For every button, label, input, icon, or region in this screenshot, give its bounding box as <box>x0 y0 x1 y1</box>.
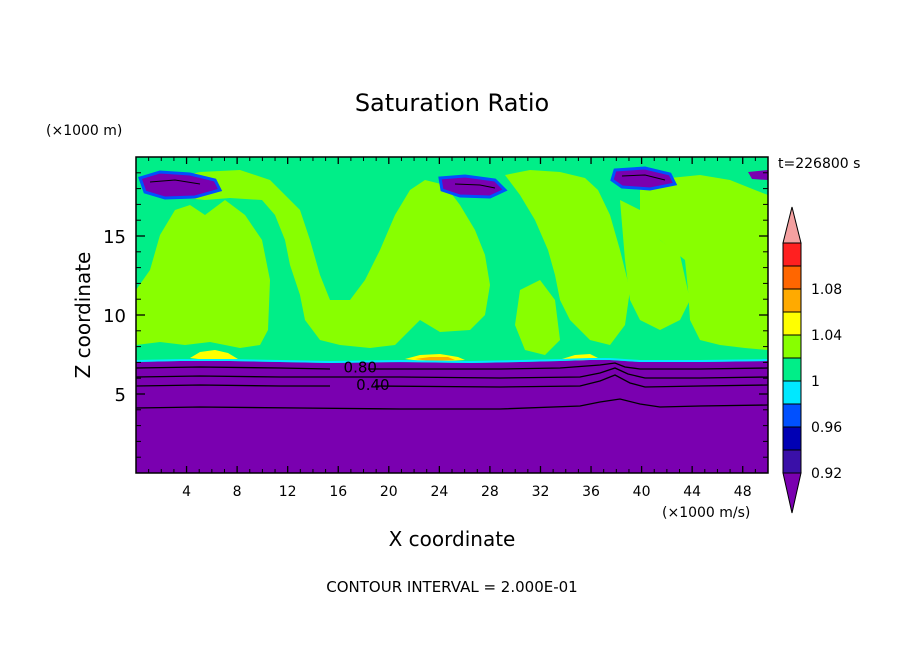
dry-pocket-left <box>140 172 220 198</box>
x-tick-label-6: 28 <box>481 484 499 500</box>
y-axis-label: Z coordinate <box>71 252 95 379</box>
x-axis-label: X coordinate <box>389 527 516 551</box>
x-unit-label: (×1000 m/s) <box>662 505 750 521</box>
orange-spot-2 <box>415 357 455 361</box>
x-tick-label-8: 36 <box>582 484 600 500</box>
colorbar-label-1: 0.96 <box>811 420 842 436</box>
x-tick-label-2: 12 <box>279 484 297 500</box>
y-tick-label-2: 15 <box>103 227 126 248</box>
colorbar-band-9 <box>782 449 802 474</box>
region-lime-2 <box>165 170 490 348</box>
colorbar-band-0 <box>782 242 802 267</box>
colorbar-label-0: 0.92 <box>811 466 842 482</box>
dry-pocket-mid-edge <box>438 174 508 199</box>
colorbar-band-5 <box>782 357 802 382</box>
colorbar-band-1 <box>782 265 802 290</box>
colorbar-band-8 <box>782 426 802 451</box>
y-tick-label-1: 10 <box>103 306 126 327</box>
region-lime-5 <box>515 280 560 355</box>
x-tick-label-4: 20 <box>380 484 398 500</box>
x-tick-label-10: 44 <box>683 484 701 500</box>
x-tick-label-9: 40 <box>633 484 651 500</box>
cyan-edge <box>136 358 768 364</box>
region-lime-4 <box>640 175 768 350</box>
contour-line-0.20 <box>136 398 768 410</box>
colorbar-band-2 <box>782 288 802 313</box>
contour-label-1: 0.40 <box>356 376 389 394</box>
contour-line-0.60 <box>136 367 768 379</box>
dry-pocket-left-edge <box>138 170 223 200</box>
region-lime-3 <box>505 170 630 345</box>
contour-line-0.40 <box>136 374 768 388</box>
colorbar-band-7 <box>782 403 802 428</box>
contour-label-0: 0.80 <box>344 359 377 377</box>
contour-field <box>136 157 768 473</box>
colorbar-band-3 <box>782 311 802 336</box>
colorbar-label-2: 1 <box>811 374 820 390</box>
region-lime-6 <box>620 200 690 330</box>
contour-line-upper <box>149 174 666 189</box>
footer-contour-interval: CONTOUR INTERVAL = 2.000E-01 <box>326 578 577 596</box>
chart-title: Saturation Ratio <box>355 89 549 117</box>
x-axis: 4 8 12 16 20 24 28 32 36 40 44 48 <box>148 157 756 500</box>
dry-pocket-right-edge <box>610 166 678 191</box>
contour-labels: 0.800.40 <box>344 359 390 394</box>
colorbar-label-4: 1.08 <box>811 282 842 298</box>
colorbar-band-4 <box>782 334 802 359</box>
colorbar-band-6 <box>782 380 802 405</box>
dry-pocket-mid <box>440 176 505 197</box>
colorbar-top-arrow <box>782 206 802 244</box>
x-tick-label-3: 16 <box>329 484 347 500</box>
yellow-spot-1 <box>190 350 238 361</box>
x-tick-label-7: 32 <box>532 484 550 500</box>
y-unit-label: (×1000 m) <box>46 123 122 139</box>
colorbar: 0.92 0.96 1 1.04 1.08 <box>782 206 842 514</box>
x-tick-label-0: 4 <box>182 484 191 500</box>
lower-dry-layer <box>136 360 768 473</box>
x-tick-label-11: 48 <box>734 484 752 500</box>
dry-pocket-right <box>612 168 675 189</box>
time-label: t=226800 s <box>778 156 860 172</box>
region-lime-1 <box>136 200 270 348</box>
y-axis: 5 10 15 <box>103 172 768 458</box>
x-tick-label-5: 24 <box>430 484 448 500</box>
colorbar-bottom-arrow <box>782 472 802 514</box>
contour-line-0.80 <box>136 362 768 370</box>
y-tick-label-0: 5 <box>115 385 126 406</box>
colorbar-label-3: 1.04 <box>811 328 842 344</box>
x-tick-label-1: 8 <box>233 484 242 500</box>
